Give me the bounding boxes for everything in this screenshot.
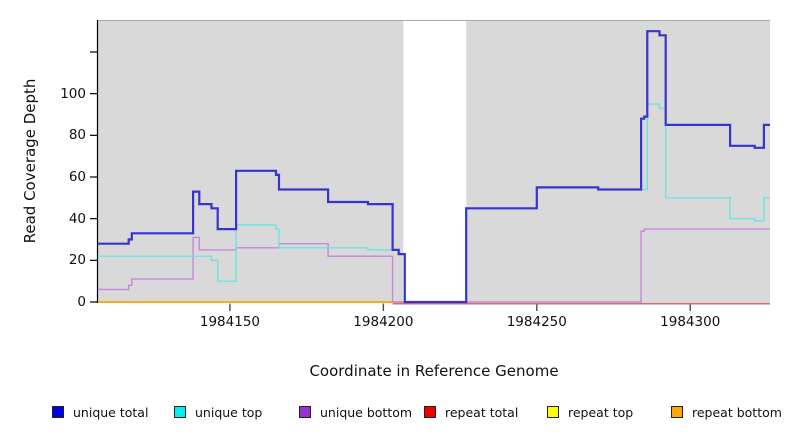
- repeat-top-swatch-icon: [547, 406, 559, 418]
- legend-item-repeat-bottom: repeat bottom: [671, 401, 782, 423]
- y-tick-label: 100: [60, 85, 86, 102]
- unique-total-swatch-icon: [52, 406, 64, 418]
- repeat-total-swatch-icon: [424, 406, 436, 418]
- legend-label: unique total: [73, 404, 149, 420]
- legend-label: repeat bottom: [692, 404, 782, 420]
- legend-label: unique top: [195, 404, 263, 420]
- y-tick-label: 20: [68, 252, 86, 269]
- legend-label: repeat top: [568, 404, 634, 420]
- x-tick-label: 1984200: [353, 314, 414, 330]
- y-tick-label: 60: [68, 169, 86, 185]
- legend-item-unique-top: unique top: [174, 401, 262, 423]
- legend-label: unique bottom: [320, 404, 413, 420]
- legend-item-repeat-total: repeat total: [424, 401, 518, 423]
- x-tick-label: 1984300: [660, 314, 721, 330]
- series-line-unique-bottom: [98, 228, 770, 303]
- legend-item-unique-total: unique total: [52, 401, 148, 423]
- no-data-gap-band: [403, 21, 467, 303]
- x-tick-label: 1984150: [199, 314, 260, 330]
- legend-item-repeat-top: repeat top: [547, 401, 633, 423]
- x-axis-label: Coordinate in Reference Genome: [309, 362, 559, 380]
- y-tick-label: 0: [77, 294, 86, 310]
- y-tick-label: 80: [68, 127, 86, 144]
- series-line-unique-total: [98, 30, 770, 304]
- legend: unique total unique top unique bottom re…: [0, 401, 792, 423]
- y-axis-label: Read Coverage Depth: [21, 78, 39, 244]
- repeat-bottom-swatch-icon: [671, 406, 683, 418]
- x-tick-label: 1984250: [506, 314, 567, 330]
- legend-item-unique-bottom: unique bottom: [299, 401, 412, 423]
- unique-top-swatch-icon: [174, 406, 186, 418]
- unique-bottom-swatch-icon: [299, 406, 311, 418]
- legend-label: repeat total: [445, 404, 519, 420]
- y-tick-label: 40: [68, 210, 86, 227]
